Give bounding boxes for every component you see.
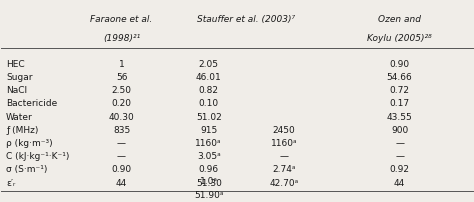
Text: 44: 44 <box>394 179 405 188</box>
Text: 0.92: 0.92 <box>390 165 410 174</box>
Text: 915: 915 <box>200 126 218 135</box>
Text: 2.05: 2.05 <box>199 60 219 69</box>
Text: 3.05ᵃ: 3.05ᵃ <box>197 152 220 161</box>
Text: —: — <box>117 152 126 161</box>
Text: —: — <box>280 152 289 161</box>
Text: 2.74ᵃ: 2.74ᵃ <box>273 165 296 174</box>
Text: 56: 56 <box>116 73 128 82</box>
Text: 51.02: 51.02 <box>196 113 222 122</box>
Text: ε′ᵣ: ε′ᵣ <box>6 179 16 188</box>
Text: 46.01: 46.01 <box>196 73 222 82</box>
Text: ƒ (MHz): ƒ (MHz) <box>6 126 38 135</box>
Text: 42.70ᵃ: 42.70ᵃ <box>270 179 299 188</box>
Text: Water: Water <box>6 113 33 122</box>
Text: 0.17: 0.17 <box>390 99 410 108</box>
Text: Sugar: Sugar <box>6 73 33 82</box>
Text: ρ (kg·m⁻³): ρ (kg·m⁻³) <box>6 139 53 148</box>
Text: Ozen and: Ozen and <box>378 15 421 24</box>
Text: 0.10: 0.10 <box>199 99 219 108</box>
Text: 2.50: 2.50 <box>111 86 132 95</box>
Text: 1160ᵃ: 1160ᵃ <box>271 139 297 148</box>
Text: 51.90ᵃ: 51.90ᵃ <box>194 191 223 200</box>
Text: 51.30: 51.30 <box>196 179 222 188</box>
Text: 900: 900 <box>391 126 408 135</box>
Text: Koylu (2005)²⁸: Koylu (2005)²⁸ <box>367 34 432 43</box>
Text: 2450: 2450 <box>273 126 295 135</box>
Text: 835: 835 <box>113 126 130 135</box>
Text: 1160ᵃ: 1160ᵃ <box>195 139 222 148</box>
Text: 0.90: 0.90 <box>390 60 410 69</box>
Text: Bactericide: Bactericide <box>6 99 57 108</box>
Text: (1998)²¹: (1998)²¹ <box>103 34 140 43</box>
Text: 1: 1 <box>118 60 125 69</box>
Text: Faraone et al.: Faraone et al. <box>91 15 153 24</box>
Text: C (kJ·kg⁻¹·K⁻¹): C (kJ·kg⁻¹·K⁻¹) <box>6 152 70 161</box>
Text: —: — <box>117 139 126 148</box>
Text: 0.90: 0.90 <box>111 165 132 174</box>
Text: 44: 44 <box>116 179 127 188</box>
Text: 40.30: 40.30 <box>109 113 135 122</box>
Text: 54.66: 54.66 <box>387 73 412 82</box>
Text: 0.82: 0.82 <box>199 86 219 95</box>
Text: 0.20: 0.20 <box>111 99 132 108</box>
Text: —: — <box>395 152 404 161</box>
Text: Stauffer et al. (2003)⁷: Stauffer et al. (2003)⁷ <box>197 15 295 24</box>
Text: 0.72: 0.72 <box>390 86 410 95</box>
Text: 0.96: 0.96 <box>199 165 219 174</box>
Text: NaCl: NaCl <box>6 86 27 95</box>
Text: —: — <box>395 139 404 148</box>
Text: 43.55: 43.55 <box>387 113 412 122</box>
Text: 1.0ᵃ: 1.0ᵃ <box>200 177 218 186</box>
Text: HEC: HEC <box>6 60 25 69</box>
Text: σ (S·m⁻¹): σ (S·m⁻¹) <box>6 165 47 174</box>
